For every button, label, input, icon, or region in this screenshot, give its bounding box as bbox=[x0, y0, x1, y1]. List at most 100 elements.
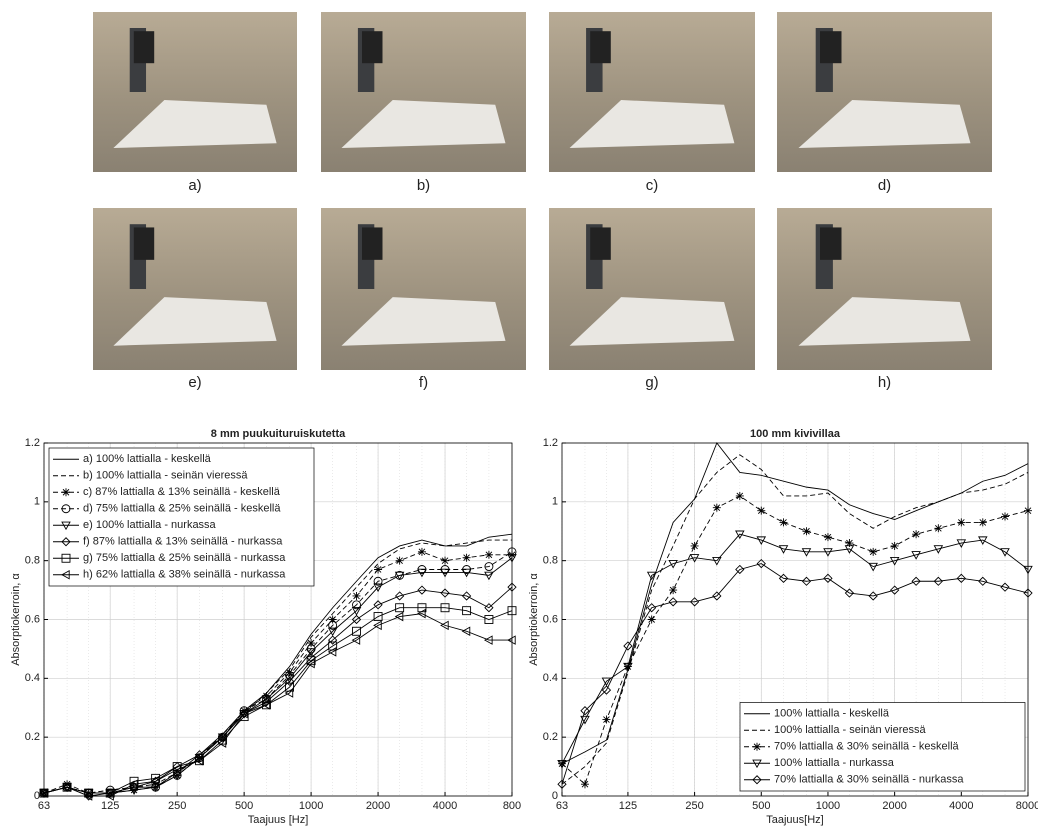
marker bbox=[1000, 582, 1010, 592]
marker bbox=[261, 700, 271, 710]
legend-label: 70% lattialla & 30% seinällä - nurkassa bbox=[774, 774, 964, 786]
legend-marker bbox=[61, 553, 71, 563]
photo-caption: b) bbox=[417, 177, 430, 194]
marker bbox=[623, 641, 633, 651]
photo-caption: a) bbox=[188, 177, 201, 194]
marker bbox=[668, 597, 678, 607]
x-axis-label: Taajuus [Hz] bbox=[248, 814, 309, 826]
marker bbox=[735, 491, 744, 500]
marker bbox=[239, 709, 249, 719]
y-tick-label: 1.2 bbox=[25, 437, 40, 449]
marker bbox=[105, 791, 114, 801]
marker bbox=[978, 536, 988, 546]
marker bbox=[373, 620, 382, 631]
photo-panel bbox=[113, 100, 277, 148]
marker bbox=[129, 776, 139, 786]
marker bbox=[306, 648, 316, 657]
marker bbox=[778, 545, 789, 554]
marker bbox=[218, 735, 228, 745]
marker bbox=[911, 551, 921, 560]
marker bbox=[440, 568, 450, 578]
marker bbox=[823, 533, 832, 542]
marker bbox=[461, 626, 471, 637]
y-tick-label: 1 bbox=[552, 496, 558, 508]
legend-marker bbox=[752, 759, 762, 769]
marker bbox=[933, 545, 944, 554]
photo-panel bbox=[798, 100, 971, 148]
chart: 63 125 250 500 1000 2000 4000 800 0 0.2 0.4 0.6 0.8 1… bbox=[10, 428, 521, 826]
marker bbox=[461, 568, 472, 578]
marker bbox=[83, 791, 93, 801]
marker bbox=[1001, 512, 1010, 521]
marker bbox=[933, 576, 943, 586]
plot-frame bbox=[43, 442, 513, 797]
marker bbox=[646, 571, 657, 581]
photo-panel bbox=[569, 100, 735, 148]
legend-label: 70% lattialla & 30% seinällä - keskellä bbox=[774, 741, 960, 753]
marker bbox=[306, 658, 315, 669]
y-tick-label: 0.2 bbox=[25, 731, 40, 743]
series-line bbox=[43, 539, 512, 794]
series-line bbox=[43, 607, 513, 794]
marker bbox=[1023, 565, 1033, 575]
marker bbox=[417, 608, 426, 619]
marker bbox=[957, 518, 966, 527]
legend-label: d) 75% lattialla & 25% seinällä - keskel… bbox=[83, 503, 281, 515]
y-tick-label: 0.2 bbox=[543, 731, 558, 743]
x-tick-label: 8000 bbox=[1016, 800, 1038, 812]
photo-speaker bbox=[590, 227, 611, 260]
marker bbox=[150, 776, 160, 787]
photo bbox=[549, 12, 755, 172]
marker bbox=[306, 656, 316, 666]
series-line bbox=[561, 563, 1029, 785]
marker bbox=[580, 706, 590, 716]
marker bbox=[669, 586, 678, 595]
marker bbox=[395, 603, 405, 613]
x-tick-label: 500 bbox=[752, 800, 770, 812]
x-tick-label: 500 bbox=[235, 800, 253, 812]
marker bbox=[351, 607, 362, 616]
marker bbox=[507, 635, 516, 645]
marker bbox=[623, 662, 633, 672]
marker bbox=[151, 773, 161, 783]
marker bbox=[484, 615, 494, 624]
marker bbox=[844, 545, 855, 554]
marker bbox=[1000, 548, 1010, 557]
marker bbox=[440, 603, 450, 613]
x-tick-label: 4000 bbox=[433, 800, 457, 812]
marker bbox=[844, 588, 855, 598]
marker bbox=[602, 715, 611, 724]
x-axis-label: Taajuus[Hz] bbox=[766, 814, 823, 826]
marker bbox=[307, 639, 316, 648]
marker bbox=[39, 788, 48, 798]
marker bbox=[239, 712, 249, 722]
marker bbox=[757, 506, 766, 515]
x-tick-label: 63 bbox=[556, 800, 568, 812]
legend-label: 100% lattialla - nurkassa bbox=[774, 757, 895, 769]
marker bbox=[327, 627, 338, 637]
photo bbox=[93, 12, 297, 172]
marker bbox=[461, 591, 472, 601]
x-tick-label: 2000 bbox=[366, 800, 390, 812]
marker bbox=[823, 573, 833, 583]
marker bbox=[328, 615, 337, 624]
marker bbox=[735, 530, 745, 540]
photo-speaker bbox=[820, 31, 842, 64]
y-tick-label: 1 bbox=[34, 496, 40, 508]
marker bbox=[217, 738, 227, 748]
marker bbox=[668, 559, 678, 569]
marker bbox=[483, 635, 493, 645]
marker bbox=[557, 779, 567, 789]
marker bbox=[374, 565, 383, 574]
photo-panel bbox=[798, 297, 971, 346]
photo bbox=[93, 208, 297, 370]
legend-label: b) 100% lattialla - seinän vieressä bbox=[83, 470, 248, 482]
marker bbox=[647, 615, 656, 624]
chart-title: 100 mm kivivillaa bbox=[750, 428, 841, 440]
photo-panel bbox=[341, 297, 506, 346]
y-axis-label: Absorptiokerroin, α bbox=[10, 573, 22, 666]
series-line bbox=[561, 533, 1029, 764]
y-tick-label: 0 bbox=[552, 790, 558, 802]
marker bbox=[484, 571, 494, 581]
marker bbox=[172, 764, 181, 775]
